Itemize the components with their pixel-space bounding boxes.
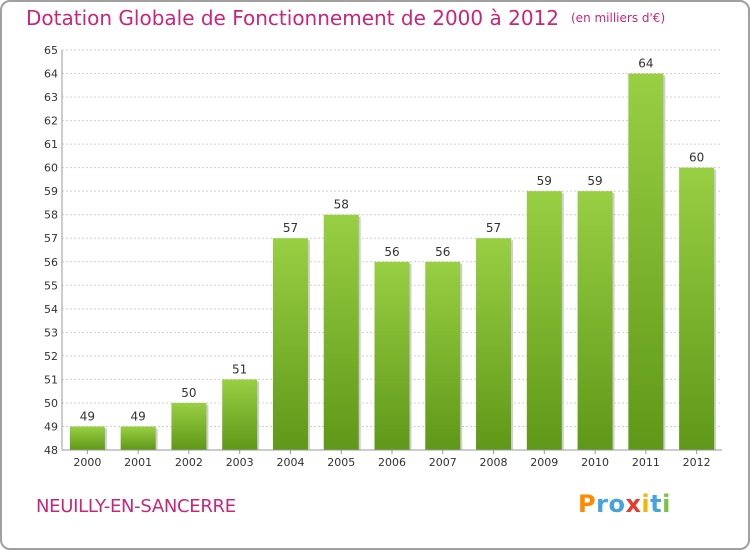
bar-2005 <box>323 214 359 450</box>
proxiti-logo: Proxiti <box>578 490 671 518</box>
bar-2012 <box>679 167 715 450</box>
bar-2011 <box>628 73 664 450</box>
y-tick-label: 63 <box>44 91 58 104</box>
logo-letter: i <box>662 490 671 518</box>
y-tick-label: 49 <box>44 420 58 433</box>
x-tick-label: 2000 <box>73 456 101 469</box>
x-tick-label: 2008 <box>480 456 508 469</box>
bar-2001 <box>120 426 156 450</box>
y-tick-label: 61 <box>44 138 58 151</box>
value-label: 57 <box>486 221 501 235</box>
bar-2009 <box>526 191 562 451</box>
x-tick-label: 2012 <box>683 456 711 469</box>
y-tick-label: 51 <box>44 373 58 386</box>
value-label: 59 <box>537 174 552 188</box>
x-tick-label: 2004 <box>276 456 304 469</box>
bar-2004 <box>272 238 308 450</box>
y-tick-label: 53 <box>44 326 58 339</box>
y-tick-label: 59 <box>44 185 58 198</box>
y-tick-label: 64 <box>44 68 58 81</box>
y-tick-label: 58 <box>44 209 58 222</box>
x-tick-label: 2001 <box>124 456 152 469</box>
unit-label: (en milliers d'€) <box>571 11 666 25</box>
value-label: 56 <box>435 245 450 259</box>
bar-2003 <box>222 379 258 450</box>
bar-2000 <box>69 426 105 450</box>
chart-title: Dotation Globale de Fonctionnement de 20… <box>26 6 665 30</box>
value-label: 64 <box>638 57 653 71</box>
value-label: 58 <box>334 198 349 212</box>
y-tick-label: 57 <box>44 232 58 245</box>
x-tick-label: 2002 <box>175 456 203 469</box>
bar-2010 <box>577 191 613 451</box>
x-tick-label: 2003 <box>226 456 254 469</box>
y-tick-label: 50 <box>44 397 58 410</box>
logo-letter: P <box>578 490 597 518</box>
bar-2007 <box>425 261 461 450</box>
logo-letter: t <box>650 490 663 518</box>
x-tick-label: 2007 <box>429 456 457 469</box>
value-label: 49 <box>80 409 95 423</box>
bar-2008 <box>476 238 512 450</box>
x-tick-label: 2010 <box>581 456 609 469</box>
y-tick-label: 48 <box>44 444 58 457</box>
y-tick-label: 55 <box>44 279 58 292</box>
commune-name: NEUILLY-EN-SANCERRE <box>36 496 236 517</box>
logo-letter: x <box>625 490 642 518</box>
value-label: 57 <box>283 221 298 235</box>
y-tick-label: 52 <box>44 350 58 363</box>
x-tick-label: 2011 <box>632 456 660 469</box>
x-tick-label: 2009 <box>530 456 558 469</box>
logo-letter: i <box>641 490 651 518</box>
value-label: 60 <box>689 151 704 165</box>
title-text: Dotation Globale de Fonctionnement de 20… <box>26 6 559 30</box>
value-label: 51 <box>232 362 247 376</box>
bar-2002 <box>171 402 207 450</box>
y-tick-label: 62 <box>44 115 58 128</box>
y-tick-label: 54 <box>44 303 58 316</box>
value-label: 59 <box>587 174 602 188</box>
bar-2006 <box>374 261 410 450</box>
logo-letter: r <box>596 490 609 518</box>
logo-letter: o <box>608 490 626 518</box>
value-label: 56 <box>384 245 399 259</box>
value-label: 50 <box>181 386 196 400</box>
x-tick-label: 2006 <box>378 456 406 469</box>
y-tick-label: 65 <box>44 44 58 57</box>
x-tick-label: 2005 <box>327 456 355 469</box>
y-tick-label: 56 <box>44 256 58 269</box>
y-tick-label: 60 <box>44 162 58 175</box>
value-label: 49 <box>131 409 146 423</box>
